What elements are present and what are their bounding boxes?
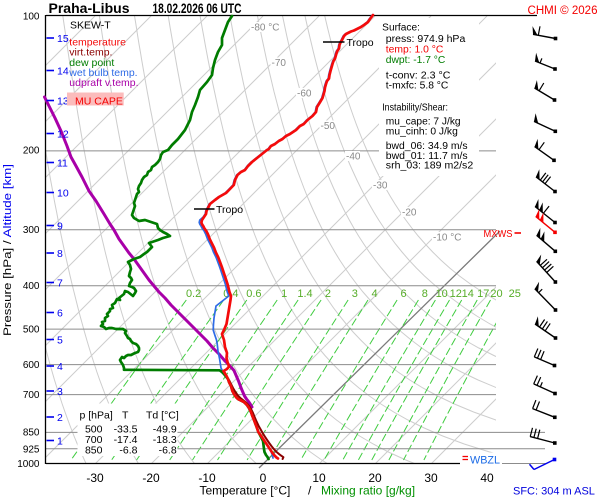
svg-text:10: 10	[436, 288, 448, 300]
svg-text:30: 30	[424, 471, 438, 485]
svg-text:-6.8: -6.8	[159, 444, 177, 456]
svg-text:srh_03: 189 m2/s2: srh_03: 189 m2/s2	[386, 161, 474, 172]
svg-text:0.6: 0.6	[246, 288, 261, 300]
svg-text:udpraft v.temp.: udpraft v.temp.	[69, 77, 138, 89]
svg-text:925: 925	[23, 445, 40, 456]
svg-text:100: 100	[23, 12, 40, 23]
svg-text:bwd_01: 11.7 m/s: bwd_01: 11.7 m/s	[386, 151, 468, 162]
svg-text:8: 8	[422, 288, 428, 300]
svg-text:bwd_06: 34.9 m/s: bwd_06: 34.9 m/s	[386, 141, 468, 152]
svg-text:200: 200	[23, 146, 40, 157]
svg-text:-60: -60	[297, 89, 312, 100]
svg-text:/: /	[308, 484, 312, 498]
svg-text:-20: -20	[402, 208, 417, 219]
svg-text:11: 11	[57, 157, 68, 169]
svg-text:600: 600	[23, 360, 40, 371]
svg-text:7: 7	[57, 277, 63, 289]
svg-text:20: 20	[490, 288, 502, 300]
svg-text:Tropo: Tropo	[347, 37, 374, 49]
svg-text:-6.8: -6.8	[119, 444, 137, 456]
svg-text:700: 700	[85, 434, 103, 446]
svg-text:13: 13	[57, 95, 69, 107]
svg-text:20: 20	[368, 471, 382, 485]
svg-text:0: 0	[260, 471, 267, 485]
svg-text:3: 3	[57, 386, 63, 398]
svg-text:300: 300	[23, 225, 40, 236]
svg-text:p [hPa]: p [hPa]	[80, 409, 113, 421]
svg-text:T: T	[122, 409, 129, 421]
svg-text:-70: -70	[272, 58, 287, 69]
svg-text:virt.temp.: virt.temp.	[69, 47, 112, 59]
svg-text:Td [°C]: Td [°C]	[146, 409, 179, 421]
svg-text:17: 17	[477, 288, 489, 300]
svg-text:temperature: temperature	[69, 36, 126, 48]
svg-text:CHMI © 2026: CHMI © 2026	[528, 5, 598, 17]
svg-text:18.02.2026 06 UTC: 18.02.2026 06 UTC	[153, 1, 242, 16]
svg-text:-49.9: -49.9	[153, 424, 177, 436]
svg-text:wet bulb temp.: wet bulb temp.	[68, 67, 137, 79]
svg-text:Praha-Libus: Praha-Libus	[49, 1, 130, 16]
svg-text:9: 9	[57, 220, 63, 232]
svg-text:dwpt: -1.7 °C: dwpt: -1.7 °C	[386, 55, 446, 66]
svg-text:1: 1	[281, 288, 287, 300]
svg-text:-30: -30	[373, 181, 388, 192]
svg-text:Pressure [hPa] / Altitude [k: Pressure [hPa] / Altitude [km]	[2, 164, 14, 336]
svg-text:Temperature [°C]: Temperature [°C]	[200, 484, 291, 498]
svg-text:25: 25	[509, 288, 521, 300]
svg-text:6: 6	[57, 307, 63, 319]
svg-text:MU CAPE: MU CAPE	[75, 96, 123, 108]
svg-text:10: 10	[312, 471, 326, 485]
svg-text:12: 12	[57, 128, 69, 140]
svg-text:press: 974.9 hPa: press: 974.9 hPa	[386, 34, 466, 45]
svg-text:-20: -20	[142, 471, 160, 485]
svg-text:Mixing ratio [g/kg]: Mixing ratio [g/kg]	[321, 484, 415, 498]
svg-text:-10 °C: -10 °C	[433, 233, 461, 244]
svg-text:SFC: 304 m ASL: SFC: 304 m ASL	[513, 486, 595, 498]
svg-text:4: 4	[57, 361, 63, 373]
svg-text:850: 850	[23, 428, 40, 439]
svg-text:-10: -10	[198, 471, 216, 485]
svg-text:mu_cinh: 0 J/kg: mu_cinh: 0 J/kg	[386, 127, 458, 138]
svg-text:700: 700	[23, 390, 40, 401]
svg-text:t-mxfc: 5.8 °C: t-mxfc: 5.8 °C	[386, 81, 449, 92]
svg-text:WBZL: WBZL	[470, 455, 500, 467]
svg-text:850: 850	[85, 444, 103, 456]
svg-text:12: 12	[450, 288, 462, 300]
svg-text:5: 5	[57, 334, 63, 346]
svg-text:2: 2	[57, 412, 63, 424]
svg-text:40: 40	[480, 471, 494, 485]
svg-text:1.4: 1.4	[297, 288, 312, 300]
svg-text:1000: 1000	[17, 459, 40, 470]
svg-text:-40: -40	[346, 152, 361, 163]
svg-text:t-conv: 2.3 °C: t-conv: 2.3 °C	[386, 70, 451, 81]
svg-text:SKEW-T: SKEW-T	[70, 20, 111, 32]
svg-text:temp: 1.0 °C: temp: 1.0 °C	[386, 45, 444, 56]
svg-text:6: 6	[400, 288, 406, 300]
svg-text:3: 3	[352, 288, 358, 300]
svg-text:0.2: 0.2	[186, 288, 201, 300]
svg-text:-50: -50	[321, 121, 336, 132]
svg-text:MXWS: MXWS	[484, 229, 513, 240]
svg-text:14: 14	[57, 65, 69, 77]
svg-text:-17.4: -17.4	[114, 434, 138, 446]
svg-text:14: 14	[462, 288, 474, 300]
svg-text:500: 500	[23, 325, 40, 336]
svg-text:-18.3: -18.3	[153, 434, 177, 446]
svg-text:8: 8	[57, 248, 63, 260]
svg-text:-30: -30	[86, 471, 104, 485]
svg-text:400: 400	[23, 281, 40, 292]
svg-text:Tropo: Tropo	[216, 204, 243, 216]
svg-text:dew point: dew point	[69, 57, 114, 69]
svg-text:10: 10	[57, 187, 69, 199]
svg-text:mu_cape: 7 J/kg: mu_cape: 7 J/kg	[386, 117, 461, 128]
svg-text:1: 1	[57, 435, 63, 447]
svg-text:500: 500	[85, 424, 103, 436]
svg-text:Surface:: Surface:	[382, 23, 420, 34]
svg-text:15: 15	[57, 33, 69, 45]
svg-text:2: 2	[325, 288, 331, 300]
svg-text:4: 4	[372, 288, 378, 300]
svg-text:-80 °C: -80 °C	[251, 23, 279, 34]
svg-text:-33.5: -33.5	[114, 424, 138, 436]
svg-text:Instability/Shear:: Instability/Shear:	[382, 103, 448, 114]
